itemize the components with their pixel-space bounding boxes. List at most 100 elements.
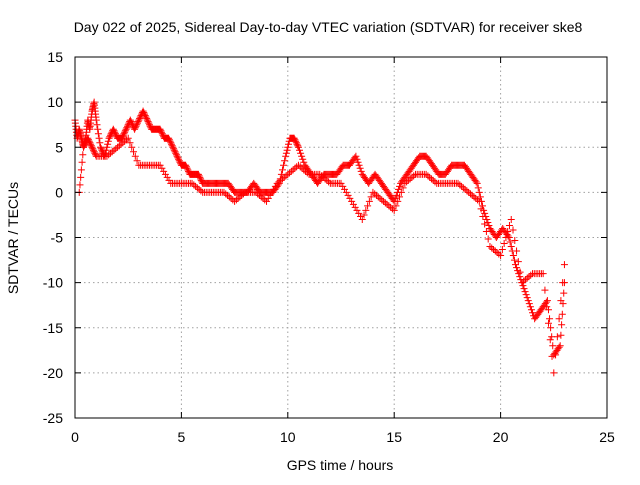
data-point-interp [190,181,198,189]
data-point-interp [325,178,333,186]
y-tick-label: -5 [51,230,64,246]
data-point-interp [355,161,363,169]
data-point-interp [521,288,529,296]
data-point-interp [119,131,127,139]
y-tick-label: -10 [43,275,63,291]
data-point [539,270,547,278]
data-point-interp [520,277,528,285]
data-point-interp [167,140,175,148]
data-point [169,143,177,151]
data-point [390,206,398,214]
data-point [139,107,147,115]
data-point [524,297,532,305]
data-point-interp [89,146,97,154]
data-point-interp [119,133,127,141]
data-point-interp [182,163,190,171]
data-point-interp [234,194,242,202]
data-point [284,170,292,178]
data-point-interp [523,294,531,302]
data-point-interp [321,175,329,183]
data-point-interp [283,146,291,154]
data-layer [71,98,568,377]
data-point-interp [475,188,483,196]
data-point-interp [255,191,263,199]
data-point-interp [140,109,148,117]
data-point-interp [353,206,361,214]
data-point-interp [549,342,557,350]
data-point-interp [479,212,487,220]
data-point-interp [294,142,302,150]
data-point-interp [126,139,134,147]
data-point-interp [558,321,566,329]
data-point-interp [120,130,128,138]
data-point [124,134,132,142]
data-point [497,252,505,260]
data-point-interp [371,190,379,198]
data-point-interp [374,193,382,201]
data-point [290,134,298,142]
data-point [550,369,558,377]
data-point-interp [302,167,310,175]
data-point-interp [78,158,86,166]
data-point-interp [131,124,139,132]
data-point-interp [105,151,113,159]
x-axis-title: GPS time / hours [287,457,394,473]
data-point-interp [104,140,112,148]
data-point-interp [392,191,400,199]
data-point-interp [511,237,519,245]
data-point [358,215,366,223]
data-point-interp [225,193,233,201]
data-point-interp [133,157,141,165]
data-point-interp [282,149,290,157]
data-point [511,261,519,269]
data-point-interp [341,185,349,193]
data-point-interp [522,291,530,299]
data-point-interp [300,158,308,166]
data-point-interp [266,191,274,199]
data-point-interp [300,166,308,174]
data-point [486,243,494,251]
data-point-interp [195,172,203,180]
data-point-interp [319,173,327,181]
y-axis-title: SDTVAR / TECUs [5,182,21,294]
data-point-interp [559,279,567,287]
data-point-interp [106,149,114,157]
chart-title: Day 022 of 2025, Sidereal Day-to-day VTE… [74,19,583,35]
data-point-interp [281,157,289,165]
data-point-interp [360,211,368,219]
data-point [475,197,483,205]
data-point [97,143,105,151]
data-point-interp [515,270,523,278]
x-tick-label: 0 [71,429,79,445]
data-point-interp [89,145,97,153]
data-point-interp [121,127,129,135]
data-point-interp [355,209,363,217]
data-point-interp [134,118,142,126]
data-point-interp [192,182,200,190]
data-point-interp [142,113,150,121]
data-point-interp [513,247,521,255]
data-point-interp [527,306,535,314]
data-point [348,197,356,205]
data-point-interp [495,250,503,258]
data-point [252,188,260,196]
data-point-interp [298,152,306,160]
data-point-interp [122,136,130,144]
data-point-interp [526,303,534,311]
data-point-interp [270,185,278,193]
data-point-interp [404,176,412,184]
data-point-interp [470,193,478,201]
data-point [126,116,134,124]
data-point-interp [353,155,361,163]
data-point-interp [102,146,110,154]
data-point-interp [408,173,416,181]
data-point-interp [481,220,489,228]
data-point-interp [111,128,119,136]
data-point [135,116,143,124]
data-point-interp [94,125,102,133]
data-point-interp [523,274,531,282]
data-point-interp [121,128,129,136]
data-point-interp [143,115,151,123]
data-point-interp [195,185,203,193]
